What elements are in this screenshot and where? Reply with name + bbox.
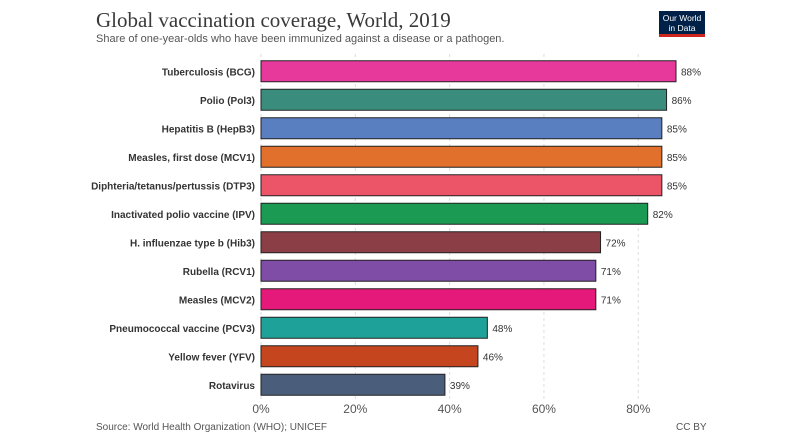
bar[interactable] <box>260 117 663 140</box>
x-tick-label: 80% <box>626 402 650 416</box>
category-label: Polio (Pol3) <box>200 96 255 107</box>
value-label: 86% <box>672 96 692 107</box>
logo-line-1: Our World <box>662 13 702 23</box>
value-label: 39% <box>450 381 470 392</box>
value-label: 85% <box>667 124 687 135</box>
x-tick-label: 40% <box>438 402 462 416</box>
value-label: 85% <box>667 153 687 164</box>
source-note[interactable]: Source: World Health Organization (WHO);… <box>96 422 327 433</box>
chart-title: Global vaccination coverage, World, 2019 <box>96 8 451 32</box>
value-label: 85% <box>667 181 687 192</box>
bar[interactable] <box>260 145 663 168</box>
category-label: Yellow fever (YFV) <box>168 352 255 363</box>
x-tick-label: 20% <box>343 402 367 416</box>
bar[interactable] <box>260 202 649 225</box>
bar[interactable] <box>260 345 479 368</box>
logo-line-2: in Data <box>668 23 696 33</box>
category-label: Rubella (RCV1) <box>183 267 255 278</box>
category-label: Measles (MCV2) <box>179 295 255 306</box>
chart-subtitle: Share of one-year-olds who have been imm… <box>96 33 505 45</box>
category-label: Tuberculosis (BCG) <box>162 67 255 78</box>
category-label: H. influenzae type b (Hib3) <box>130 238 255 249</box>
value-label: 46% <box>483 352 503 363</box>
bar[interactable] <box>260 231 602 254</box>
bar[interactable] <box>260 288 597 311</box>
logo-accent-bar <box>659 34 705 37</box>
bar[interactable] <box>260 259 597 282</box>
bar[interactable] <box>260 316 488 339</box>
value-label: 71% <box>601 267 621 278</box>
category-label: Diphteria/tetanus/pertussis (DTP3) <box>91 181 255 192</box>
category-label: Measles, first dose (MCV1) <box>128 153 255 164</box>
value-label: 72% <box>606 238 626 249</box>
value-label: 88% <box>681 67 701 78</box>
x-tick-label: 60% <box>532 402 556 416</box>
category-label: Pneumococcal vaccine (PCV3) <box>109 324 255 335</box>
value-label: 82% <box>653 210 673 221</box>
value-label: 71% <box>601 295 621 306</box>
category-label: Rotavirus <box>209 381 256 392</box>
category-label: Hepatitis B (HepB3) <box>162 124 255 135</box>
bar[interactable] <box>260 60 677 83</box>
bar[interactable] <box>260 88 668 111</box>
bar[interactable] <box>260 174 663 197</box>
category-label: Inactivated polio vaccine (IPV) <box>111 210 255 221</box>
license-link[interactable]: CC BY <box>676 422 707 433</box>
value-label: 48% <box>492 324 512 335</box>
x-tick-label: 0% <box>252 402 270 416</box>
bar[interactable] <box>260 373 446 396</box>
owid-logo[interactable]: Our World in Data <box>659 11 705 37</box>
